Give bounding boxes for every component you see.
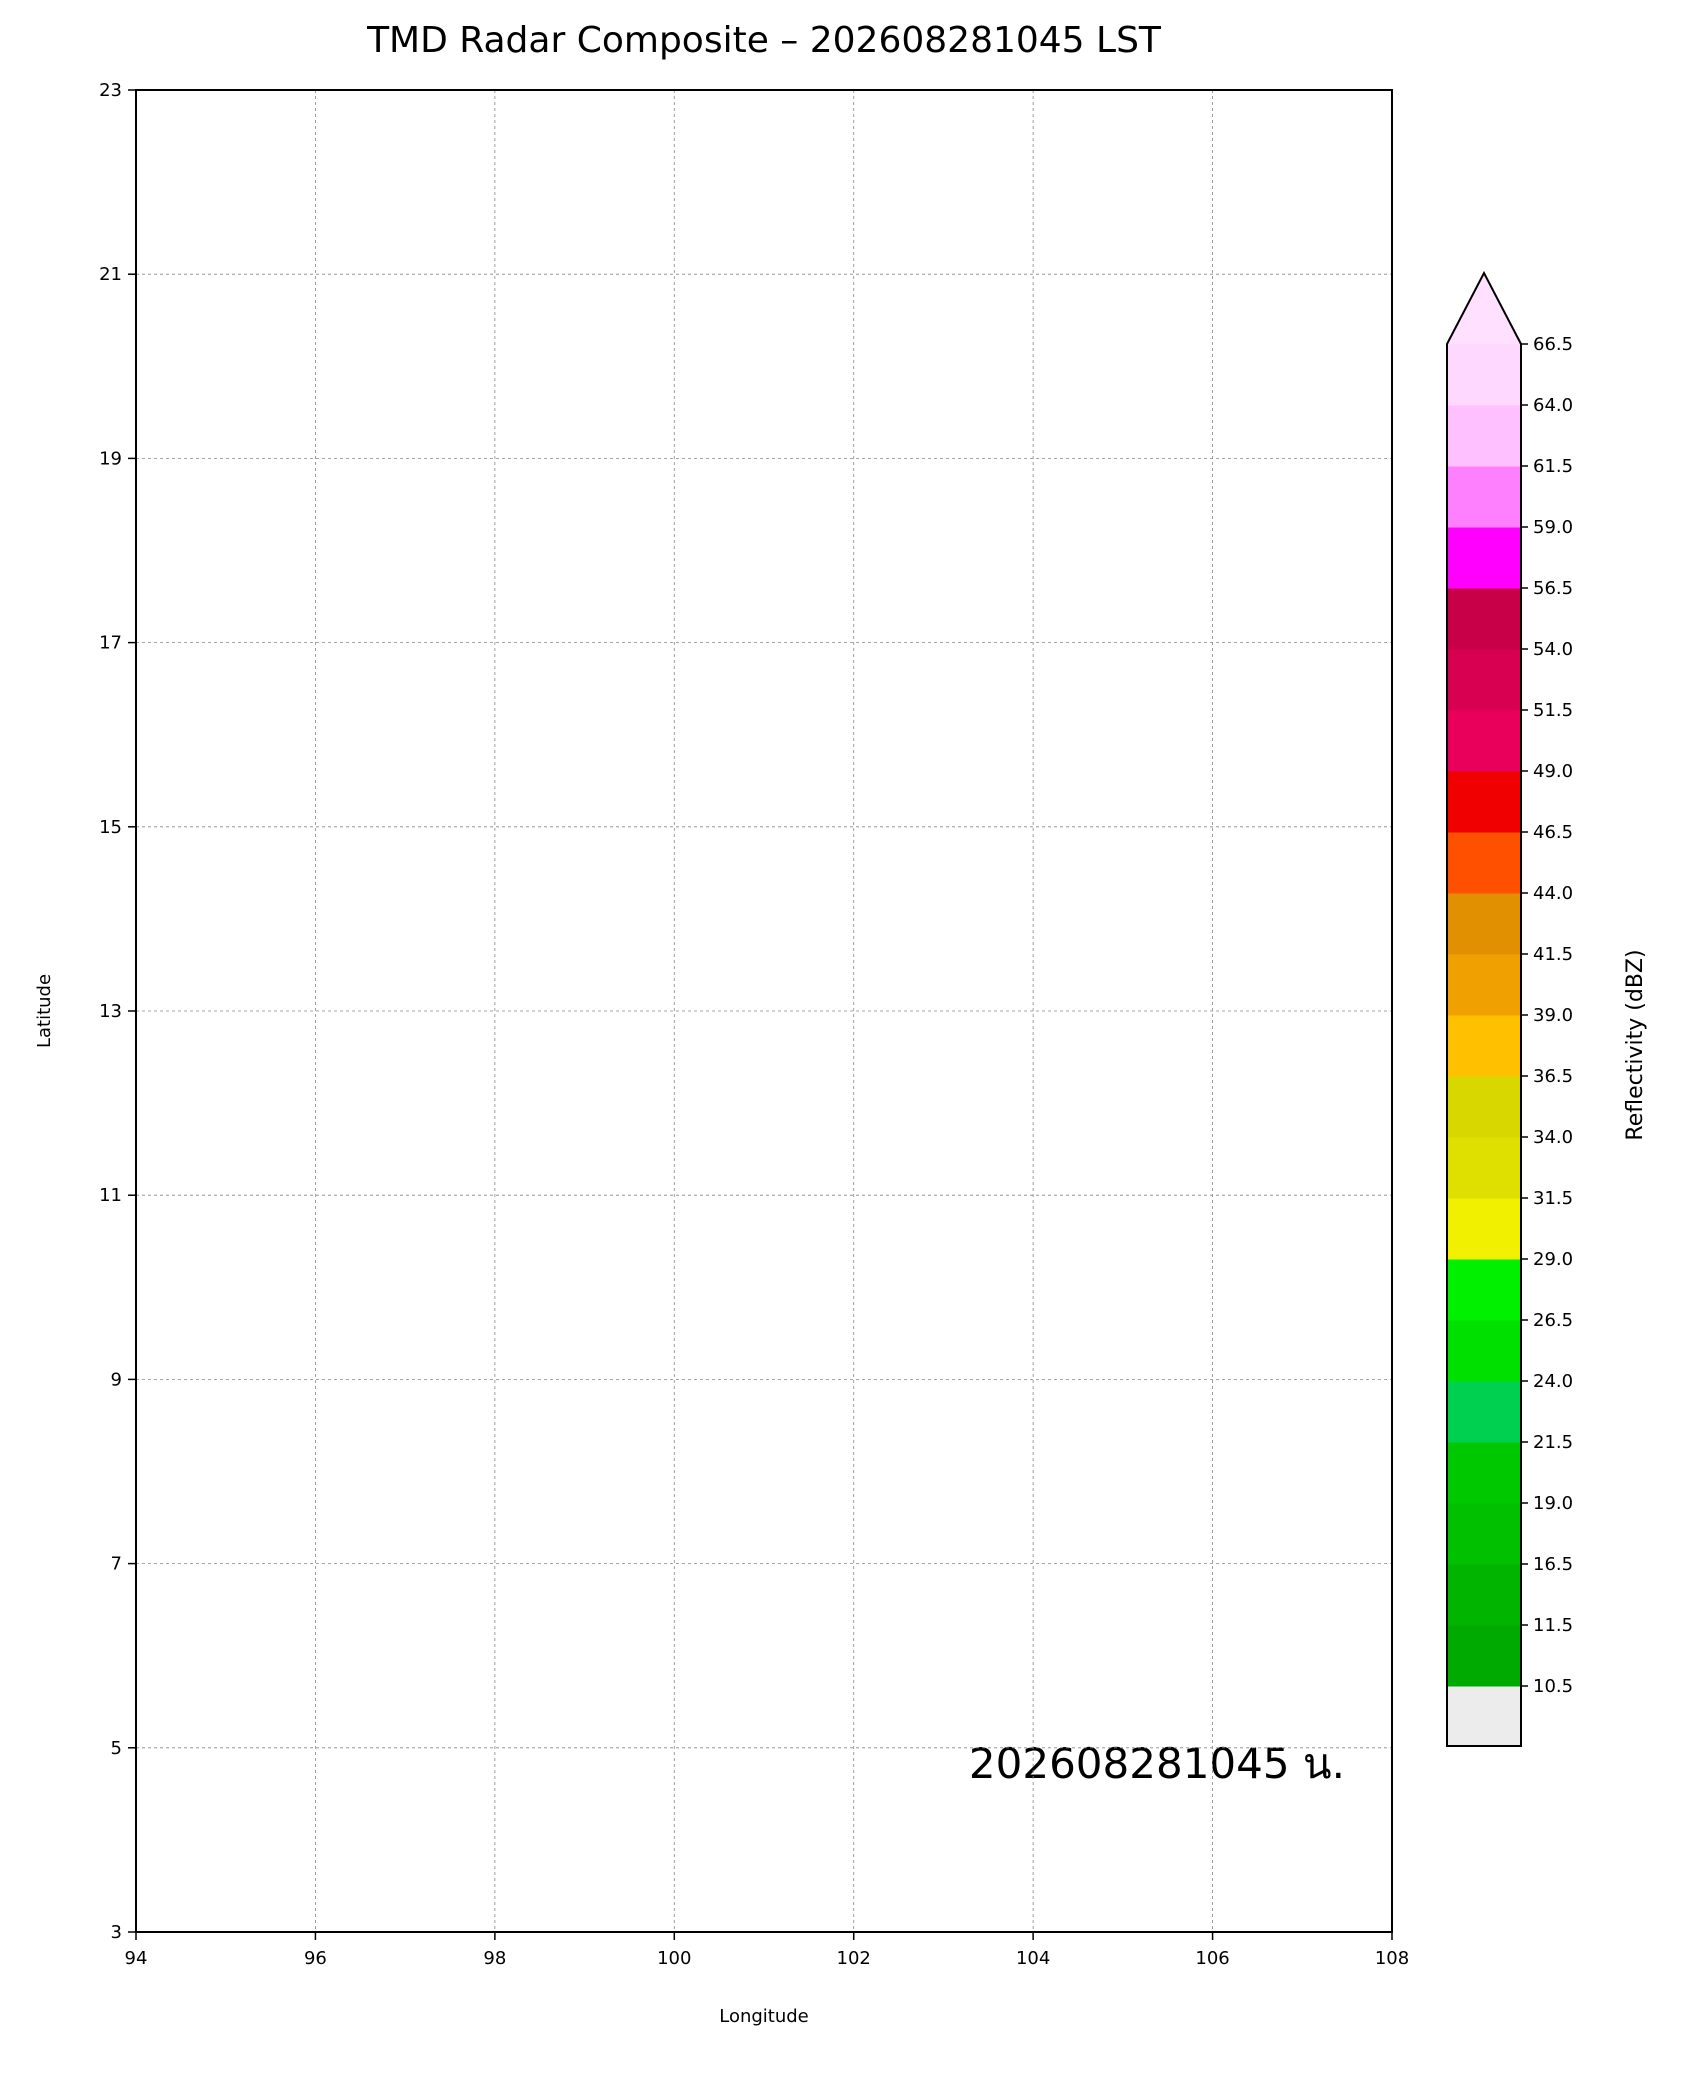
chart-title: TMD Radar Composite – 202608281045 LST	[366, 20, 1162, 61]
colorbar-segment	[1447, 588, 1521, 650]
x-axis-label: Longitude	[719, 2006, 809, 2027]
colorbar-segment	[1447, 1137, 1521, 1199]
colorbar-segment	[1447, 527, 1521, 589]
x-tick-label: 108	[1375, 1948, 1409, 1969]
colorbar-tick-label: 24.0	[1533, 1371, 1573, 1392]
x-tick-label: 94	[125, 1948, 148, 1969]
colorbar-tick-label: 64.0	[1533, 395, 1573, 416]
x-tick-label: 104	[1016, 1948, 1050, 1969]
x-tick-label: 98	[483, 1948, 506, 1969]
y-tick-label: 11	[99, 1185, 122, 1206]
colorbar-tick-label: 21.5	[1533, 1432, 1573, 1453]
colorbar-tick-label: 36.5	[1533, 1066, 1573, 1087]
radar-coverage	[280, 118, 1312, 1721]
colorbar-segment	[1447, 1076, 1521, 1138]
colorbar-segment	[1447, 710, 1521, 772]
y-tick-label: 17	[99, 633, 122, 654]
colorbar-segment	[1447, 1015, 1521, 1077]
country-border	[450, 329, 1177, 1674]
colorbar-segment	[1447, 832, 1521, 894]
annotation: 202608281045 น.	[969, 1739, 1345, 1788]
colorbar-tick-label: 16.5	[1533, 1554, 1573, 1575]
colorbar-segment	[1447, 1564, 1521, 1626]
colorbar-tick-label: 61.5	[1533, 456, 1573, 477]
colorbar-tick-label: 34.0	[1533, 1127, 1573, 1148]
colorbar-segment	[1447, 1503, 1521, 1565]
y-tick-label: 9	[111, 1369, 122, 1390]
colorbar-tick-label: 10.5	[1533, 1676, 1573, 1697]
colorbar-tick-label: 49.0	[1533, 761, 1573, 782]
y-tick-label: 5	[111, 1738, 122, 1759]
y-tick-label: 3	[111, 1922, 122, 1943]
colorbar-tick-label: 59.0	[1533, 517, 1573, 538]
colorbar-tick-label: 19.0	[1533, 1493, 1573, 1514]
colorbar-tick-label: 44.0	[1533, 883, 1573, 904]
y-tick-label: 13	[99, 1001, 122, 1022]
colorbar-tick-label: 31.5	[1533, 1188, 1573, 1209]
colorbar-tick-label: 26.5	[1533, 1310, 1573, 1331]
colorbar-segment	[1447, 1198, 1521, 1260]
colorbar-tick-label: 41.5	[1533, 944, 1573, 965]
colorbar-tick-label: 11.5	[1533, 1615, 1573, 1636]
colorbar-tick-label: 39.0	[1533, 1005, 1573, 1026]
colorbar-segment	[1447, 1320, 1521, 1382]
colorbar-under	[1447, 1686, 1521, 1746]
y-tick-label: 19	[99, 448, 122, 469]
radar-echo-strong	[432, 1122, 948, 1348]
y-tick-label: 7	[111, 1554, 122, 1575]
colorbar-segment	[1447, 1442, 1521, 1504]
colorbar-segment	[1447, 649, 1521, 711]
x-tick-label: 106	[1195, 1948, 1229, 1969]
radar-echo	[360, 228, 1176, 1398]
colorbar-over	[1447, 273, 1521, 344]
x-tick-label: 96	[304, 1948, 327, 1969]
colorbar-frame	[1446, 270, 1522, 1747]
colorbar-segment	[1447, 954, 1521, 1016]
colorbar-segment	[1447, 1625, 1521, 1687]
colorbar-segment	[1447, 466, 1521, 528]
colorbar-tick-label: 46.5	[1533, 822, 1573, 843]
colorbar-segment	[1447, 405, 1521, 467]
colorbar-label: Reflectivity (dBZ)	[1623, 949, 1648, 1140]
colorbar-segment	[1447, 1259, 1521, 1321]
colorbar-segment	[1447, 771, 1521, 833]
colorbar-tick-label: 54.0	[1533, 639, 1573, 660]
colorbar-segment	[1447, 344, 1521, 406]
colorbar-tick-label: 66.5	[1533, 334, 1573, 355]
y-tick-label: 15	[99, 817, 122, 838]
colorbar-tick-label: 56.5	[1533, 578, 1573, 599]
x-tick-label: 100	[657, 1948, 691, 1969]
plot-frame	[135, 89, 1393, 1933]
y-tick-label: 23	[99, 80, 122, 101]
x-tick-label: 102	[837, 1948, 871, 1969]
y-tick-label: 21	[99, 264, 122, 285]
colorbar-tick-label: 51.5	[1533, 700, 1573, 721]
colorbar-tick-label: 29.0	[1533, 1249, 1573, 1270]
colorbar-segment	[1447, 1381, 1521, 1443]
colorbar-segment	[1447, 893, 1521, 955]
y-axis-label: Latitude	[34, 974, 55, 1048]
